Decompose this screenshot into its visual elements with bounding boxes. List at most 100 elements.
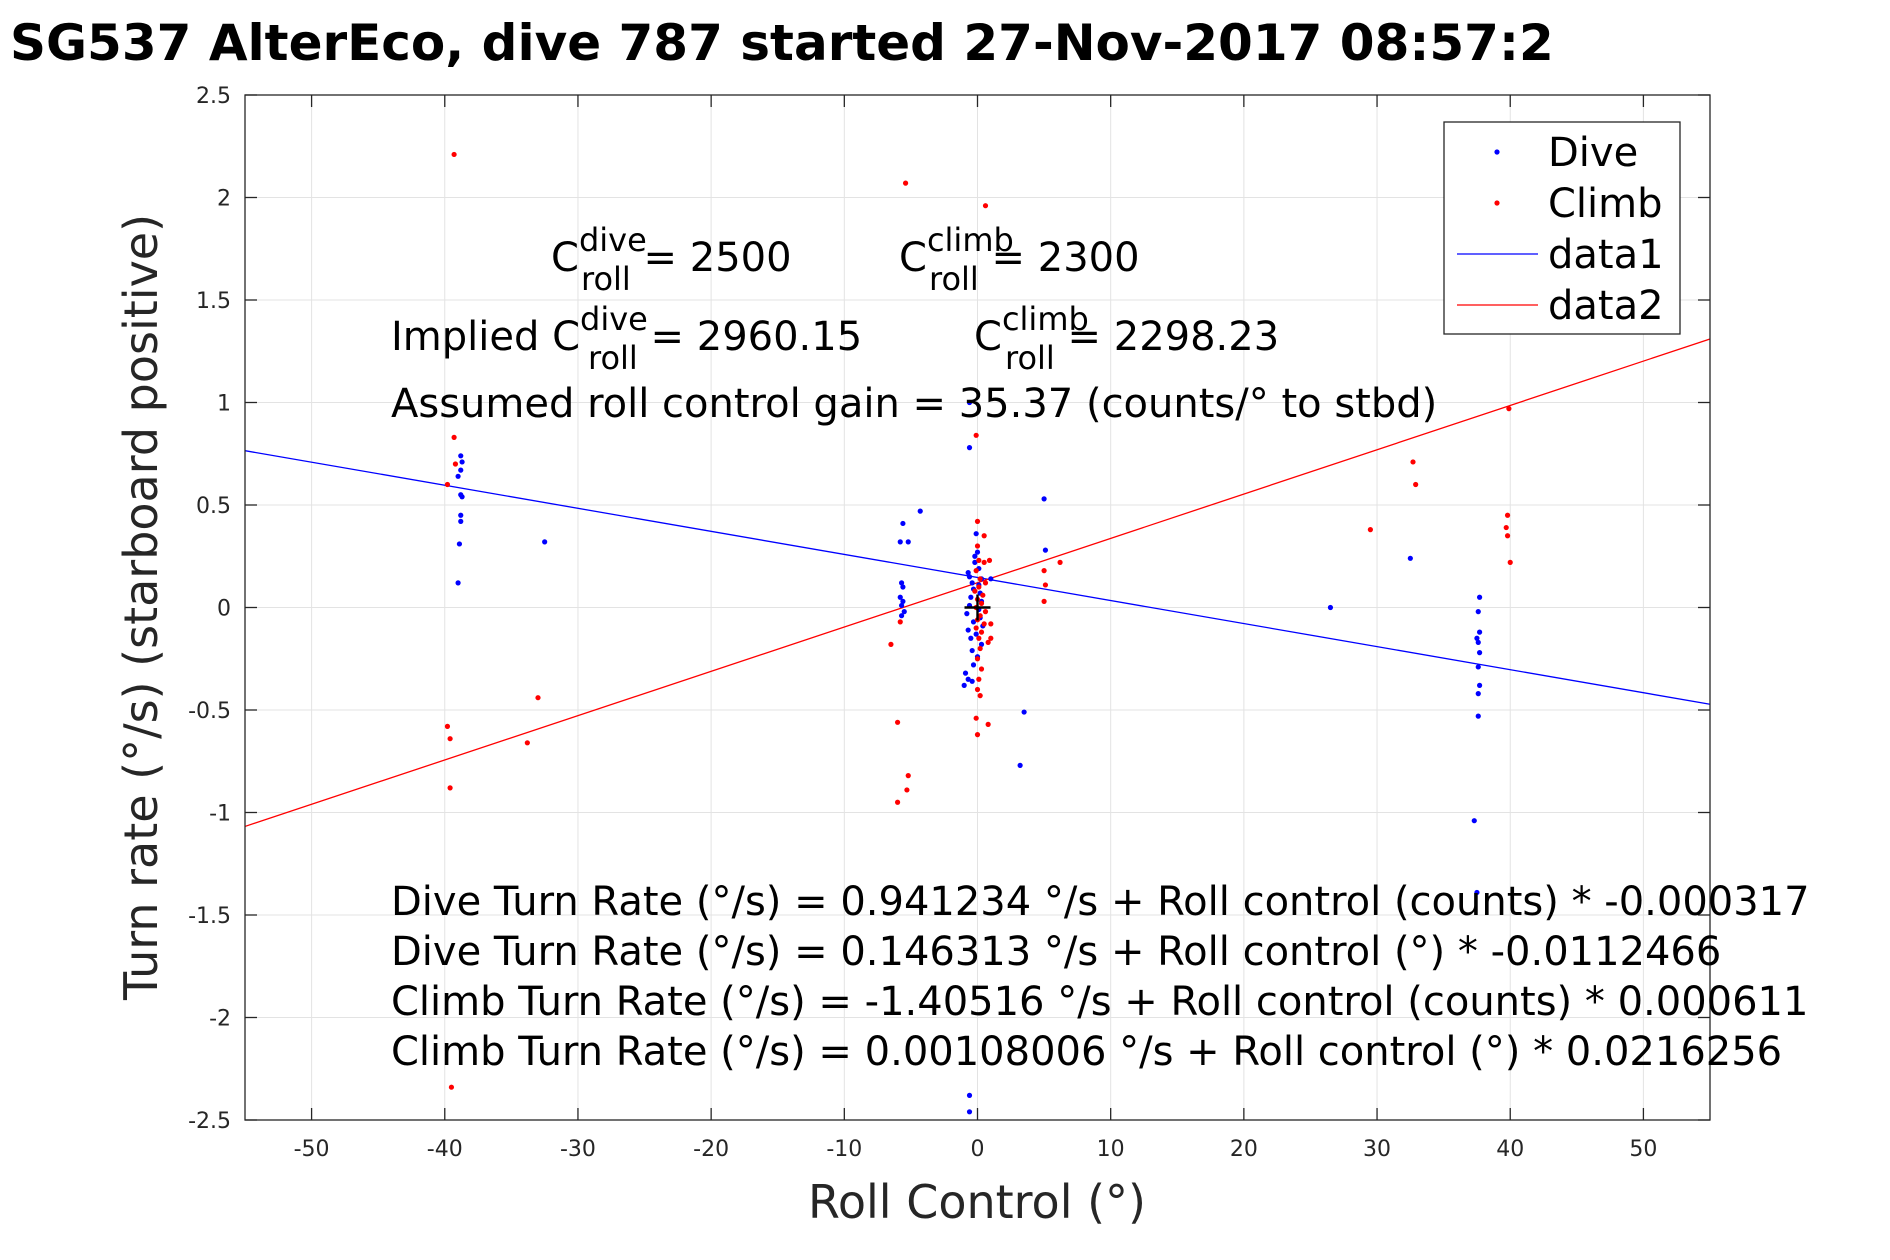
dive-point [966, 1109, 973, 1115]
climb-point [1042, 582, 1049, 588]
y-tick-label: 2.5 [196, 84, 231, 109]
climb-point [451, 434, 457, 440]
dive-point [1476, 594, 1483, 600]
climb-point [977, 693, 983, 699]
climb-point [444, 481, 451, 488]
y-tick-label: -2.5 [188, 1109, 231, 1134]
dive-point [897, 539, 903, 545]
climb-point [902, 180, 909, 186]
climb-point [978, 666, 985, 672]
dive-point [974, 549, 981, 555]
legend-data2-label: data2 [1548, 283, 1664, 329]
dive-point [455, 473, 461, 479]
legend-box [1443, 121, 1681, 335]
climb-point [894, 799, 901, 805]
y-tick-label: -2 [209, 1007, 231, 1032]
dive-point [898, 613, 905, 619]
c-roll-dive-annotation: Cdive roll = 2500 [551, 221, 792, 298]
climb-point [973, 432, 979, 438]
dive-point [988, 576, 994, 582]
implied-c-roll-climb-annotation: Cclimb roll = 2298.23 [974, 300, 1279, 377]
x-tick-label: -30 [560, 1137, 596, 1162]
dive-point [969, 580, 975, 586]
dive-point [458, 512, 464, 518]
dive-point [542, 539, 548, 545]
climb-point [980, 592, 986, 598]
climb-point [976, 584, 982, 590]
climb-point [452, 461, 459, 467]
dive-point [961, 682, 967, 689]
climb-point [988, 635, 994, 641]
x-tick-label: 20 [1230, 1137, 1258, 1162]
climb-point [974, 518, 981, 525]
dive-point [900, 598, 906, 604]
implied-c-roll-dive-annotation: Implied Cdive roll = 2960.15 [391, 300, 862, 377]
climb-point [985, 639, 991, 645]
y-axis-label: Turn rate (°/s) (starboard positive) [114, 214, 168, 1001]
dive-point [968, 635, 974, 641]
y-tick-label: 1.5 [196, 289, 231, 314]
dive-point [458, 518, 464, 525]
climb-point [981, 533, 987, 539]
climb-point [1413, 481, 1419, 488]
climb-point [451, 151, 457, 158]
y-tick-label: -1.5 [188, 904, 231, 929]
climb-point [897, 619, 903, 625]
climb-point [977, 613, 983, 619]
axis-ticks: -50 -40 -30 -20 -10 0 10 20 30 40 50-2.5-2-1.5-1-0… [188, 84, 1710, 1162]
climb-point [1503, 524, 1509, 531]
dive-point [459, 459, 465, 465]
climb-point [448, 1084, 455, 1090]
x-tick-label: 0 [971, 1137, 985, 1162]
x-tick-label: -10 [826, 1137, 862, 1162]
climb-point [1410, 459, 1416, 465]
dive-point [898, 602, 905, 609]
x-tick-label: 30 [1363, 1137, 1391, 1162]
annotations: Cdive roll = 2500 Cclimb roll = 2300 Impli… [391, 221, 1810, 1075]
dive-point [966, 399, 973, 406]
dive-point [1476, 629, 1483, 635]
dive-point [1407, 555, 1413, 561]
x-tick-label: 10 [1097, 1137, 1125, 1162]
dive-point [458, 453, 464, 459]
dive-point [1475, 691, 1481, 697]
dive-point [897, 594, 903, 600]
climb-point [1506, 406, 1512, 412]
x-tick-label: 50 [1629, 1137, 1657, 1162]
legend: Dive Climb data1 data2 [1443, 121, 1681, 335]
roll-gain-annotation: Assumed roll control gain = 35.37 (count… [391, 381, 1437, 427]
climb-point [894, 719, 901, 725]
climb-point [524, 740, 530, 746]
dive-point [965, 627, 971, 633]
climb-degrees-equation: Climb Turn Rate (°/s) = 0.00108006 °/s +… [391, 1029, 1782, 1075]
dive-point [456, 541, 463, 547]
climb-point [1041, 598, 1047, 604]
dive-point [898, 580, 905, 586]
climb-point [1504, 512, 1511, 518]
climb-point [981, 559, 987, 566]
climb-point [973, 568, 979, 574]
x-tick-label: -20 [693, 1137, 729, 1162]
dive-point [455, 580, 461, 586]
climb-counts-equation: Climb Turn Rate (°/s) = -1.40516 °/s + R… [391, 979, 1808, 1025]
climb-point [977, 576, 983, 582]
dive-point [1017, 762, 1023, 768]
dive-point [1475, 609, 1481, 615]
c-roll-climb-annotation: Cclimb roll = 2300 [899, 221, 1140, 298]
dive-point [458, 467, 464, 473]
climb-point [447, 736, 453, 742]
dive-point [962, 670, 969, 676]
dive-point [1475, 664, 1481, 670]
climb-point [1041, 568, 1047, 574]
climb-point [976, 635, 982, 641]
climb-point [888, 641, 894, 648]
climb-point [1367, 527, 1373, 533]
fit-line-data1 [244, 450, 1711, 705]
legend-climb-label: Climb [1548, 181, 1663, 227]
dive-counts-equation: Dive Turn Rate (°/s) = 0.941234 °/s + Ro… [391, 879, 1810, 925]
dive-point [1471, 818, 1477, 824]
figure-title: SG537 AlterEco, dive 787 started 27-Nov-… [10, 14, 1554, 72]
dive-point [973, 631, 979, 637]
climb-point [981, 621, 987, 627]
climb-point [982, 203, 989, 209]
